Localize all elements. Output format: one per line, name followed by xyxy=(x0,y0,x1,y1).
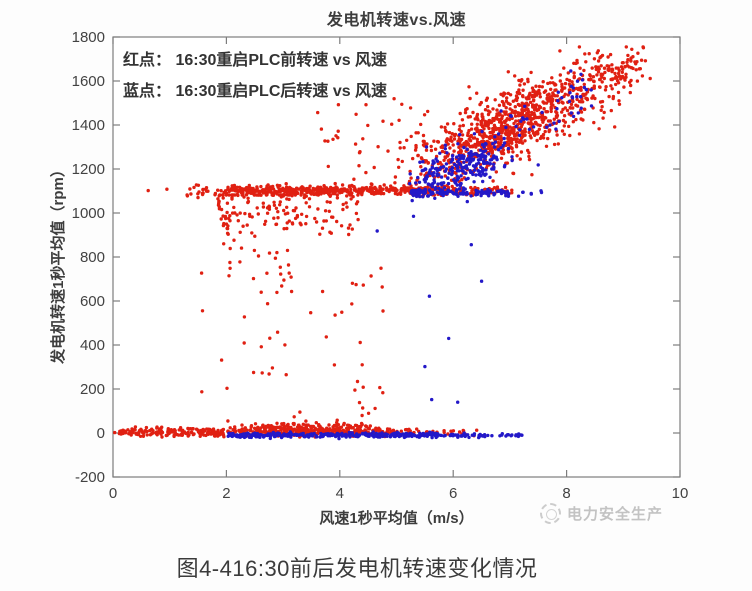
y-tick-label: 600 xyxy=(80,293,105,310)
y-tick-label: 800 xyxy=(80,249,105,266)
points-tip-red xyxy=(590,46,652,85)
points-zero-left-outliers-red xyxy=(113,430,132,436)
points-band1100-blue-ext xyxy=(516,189,544,198)
y-tick-label: -200 xyxy=(75,469,105,486)
watermark-logo-icon xyxy=(540,503,561,524)
chart-title: 发电机转速vs.风速 xyxy=(326,12,467,29)
x-tick-label: 0 xyxy=(109,485,117,502)
y-axis-ticks: -200 0 200 400 600 800 1000 1200 1400 1600 1800 xyxy=(72,29,680,486)
y-tick-label: 1200 xyxy=(72,161,105,178)
points-drizzle-red-b xyxy=(199,260,280,394)
points-band1100-red-left xyxy=(185,183,231,200)
figure-area: 0 2 4 6 8 10 -200 0 200 400 600 800 1000 1200 1400 1600… xyxy=(50,12,689,527)
legend-blue-label: 蓝点： 16:30重启PLC后转速 vs 风速 xyxy=(123,83,388,100)
y-tick-label: 1800 xyxy=(72,29,105,46)
points-mid-sparse-blue xyxy=(375,214,484,404)
points-rising-cluster-blue xyxy=(408,125,514,204)
y-tick-label: 1400 xyxy=(72,117,105,134)
points-band1100-blue xyxy=(409,187,511,203)
y-tick-label: 1000 xyxy=(72,205,105,222)
x-tick-label: 4 xyxy=(336,485,344,502)
y-tick-label: 0 xyxy=(97,425,105,442)
points-drizzle-red-a xyxy=(267,251,385,419)
points-high-sprinkle-blue xyxy=(496,69,594,167)
x-tick-label: 10 xyxy=(672,485,689,502)
points-zero-band-blue xyxy=(226,430,443,441)
points-low-deep-red xyxy=(228,246,293,294)
y-tick-label: 1600 xyxy=(72,73,105,90)
figure-caption: 图4-416:30前后发电机转速变化情况 xyxy=(176,556,538,581)
scatter-plot-canvas: 0 2 4 6 8 10-20002004006008001000120014001600… xyxy=(72,29,689,502)
watermark-text: 电力安全生产 xyxy=(567,506,664,523)
y-tick-label: 200 xyxy=(80,381,105,398)
plot-border xyxy=(112,36,681,478)
points-above-band-red xyxy=(316,97,431,181)
x-tick-label: 8 xyxy=(562,485,570,502)
x-tick-label: 6 xyxy=(449,485,457,502)
y-axis-label: 发电机转速1秒平均值（rpm） xyxy=(50,162,67,364)
x-tick-label: 2 xyxy=(222,485,230,502)
points-band1100-red-isolated xyxy=(146,187,169,193)
x-axis-label: 风速1秒平均值（m/s） xyxy=(319,510,474,527)
points-low-cloud-red xyxy=(216,193,360,253)
points-zero-dashes-blue xyxy=(442,431,524,440)
y-tick-label: 400 xyxy=(80,337,105,354)
watermark: 电力安全生产 xyxy=(540,503,663,524)
x-axis-ticks: 0 2 4 6 8 10 xyxy=(109,37,689,502)
legend-red-label: 红点： 16:30重启PLC前转速 vs 风速 xyxy=(123,52,388,69)
